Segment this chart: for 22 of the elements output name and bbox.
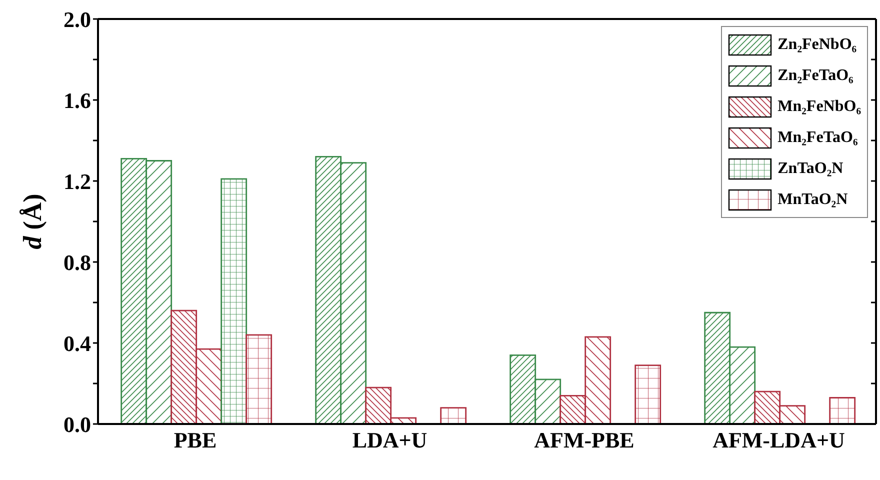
legend-label: Mn₂FeTaO₆ xyxy=(778,128,858,146)
y-axis-title: d (Å) xyxy=(18,194,46,250)
bar xyxy=(440,407,467,424)
y-tick-label: 0.0 xyxy=(64,412,91,437)
y-tick-label: 0.4 xyxy=(64,330,91,356)
bar xyxy=(829,396,856,424)
legend-label: ZnTaO₂N xyxy=(778,160,844,178)
legend-label: Zn₂FeTaO₆ xyxy=(778,66,854,84)
y-tick-label: 2.0 xyxy=(64,6,91,32)
y-tick-label: 1.2 xyxy=(64,168,91,194)
x-tick-label: PBE xyxy=(174,428,217,453)
legend-label: Mn₂FeNbO₆ xyxy=(778,98,861,116)
x-tick-label: AFM-LDA+U xyxy=(712,428,846,453)
x-tick-label: LDA+U xyxy=(352,428,428,453)
legend-label: Zn₂FeNbO₆ xyxy=(778,36,857,54)
legend-label: MnTaO₂N xyxy=(778,190,848,208)
bar xyxy=(634,364,662,424)
x-tick-label: AFM-PBE xyxy=(534,428,634,453)
y-tick-label: 1.6 xyxy=(64,88,91,113)
y-tick-label: 0.8 xyxy=(64,250,91,275)
bar xyxy=(220,178,248,424)
bar xyxy=(246,334,272,424)
